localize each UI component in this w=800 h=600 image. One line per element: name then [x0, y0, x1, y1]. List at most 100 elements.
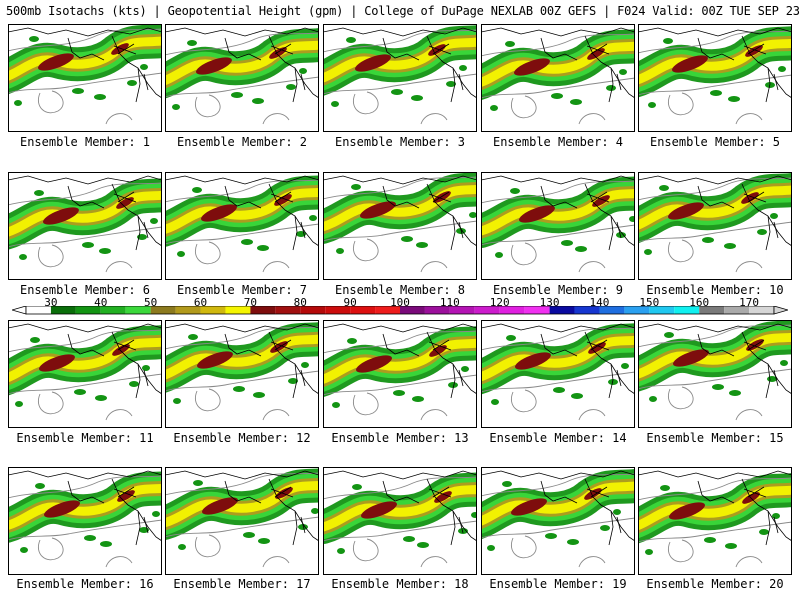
isotach-map — [165, 467, 319, 575]
coastline — [450, 67, 464, 103]
height-contour — [578, 409, 606, 421]
height-contour — [8, 329, 162, 353]
coastlines — [165, 470, 319, 546]
border-line — [743, 486, 767, 498]
legend-bin — [50, 306, 76, 314]
isotach-patch — [152, 511, 160, 517]
height-contour — [638, 368, 792, 390]
panel-border — [8, 320, 162, 428]
isotach-patch — [82, 242, 94, 248]
legend-bin — [100, 306, 126, 314]
isotach-patch — [403, 536, 415, 542]
isotach-patch — [20, 547, 28, 553]
isotach-patch — [74, 389, 86, 395]
height-contours — [638, 324, 792, 421]
jet-stream — [8, 325, 162, 407]
isotach-map — [8, 172, 162, 280]
panel-caption: Ensemble Member: 19 — [489, 577, 627, 591]
coastline — [292, 363, 306, 399]
isotach-patch — [648, 102, 656, 108]
border-line — [224, 185, 262, 209]
legend-bin — [649, 306, 675, 314]
isotach-patch — [645, 549, 653, 555]
panel-border — [638, 320, 792, 428]
height-contour — [481, 180, 635, 204]
height-contours — [165, 32, 319, 125]
jet-core — [197, 351, 233, 369]
page-title: 500mb Isotachs (kts) | Geopotential Heig… — [6, 4, 800, 18]
coastlines — [165, 323, 319, 399]
jet-core-east — [741, 192, 759, 204]
panel-caption: Ensemble Member: 9 — [492, 283, 624, 297]
jet-core-east — [112, 344, 130, 356]
jet-core — [356, 355, 392, 373]
isotach-patch — [192, 187, 202, 193]
coastlines — [638, 323, 792, 399]
jet-core — [38, 53, 74, 71]
height-contour — [8, 28, 162, 52]
border-line — [113, 43, 137, 55]
legend-bin — [549, 306, 575, 314]
isotach-patch — [724, 243, 736, 249]
coastline — [450, 510, 464, 546]
isotach-patch — [571, 393, 583, 399]
border-line — [67, 333, 105, 357]
isotach-patch — [659, 185, 669, 191]
jet-stream — [638, 320, 792, 402]
jet-core-east — [275, 487, 293, 499]
border-line — [697, 185, 735, 209]
coastline — [323, 470, 477, 480]
coastline — [165, 323, 319, 333]
border-line — [428, 339, 452, 351]
height-contour — [105, 556, 133, 568]
panel-caption: Ensemble Member: 17 — [173, 577, 311, 591]
isotach-60-band — [638, 485, 792, 531]
height-contours — [481, 473, 635, 568]
isotach-map — [8, 320, 162, 428]
border-line — [586, 191, 610, 203]
panel-border — [323, 320, 477, 428]
coastline — [638, 470, 792, 480]
isotach-patch — [621, 363, 629, 369]
coastline — [8, 470, 162, 480]
isotach-patch — [298, 524, 308, 530]
isotach-60-band — [481, 41, 635, 88]
height-contour — [8, 519, 162, 541]
isotach-patch — [553, 387, 565, 393]
legend-bin — [400, 306, 425, 314]
height-contour — [353, 238, 379, 262]
isotach-60-band — [165, 481, 319, 528]
panel-caption: Ensemble Member: 20 — [646, 577, 784, 591]
height-contour — [8, 373, 162, 395]
coastline — [481, 323, 635, 333]
height-contour — [638, 521, 792, 543]
legend-bin — [624, 306, 650, 314]
height-contour — [323, 220, 477, 242]
coastlines — [165, 175, 319, 251]
isotach-patch — [490, 105, 498, 111]
isotach-patch — [332, 402, 340, 408]
jet-stream — [323, 25, 477, 107]
coastline — [608, 510, 622, 546]
height-contour — [38, 90, 64, 114]
jet-stream — [165, 175, 319, 257]
height-contours — [8, 329, 162, 421]
isotach-patch — [140, 64, 148, 70]
jet-core-east — [592, 195, 610, 207]
ensemble-panel — [323, 467, 477, 575]
jet-core — [43, 207, 79, 225]
coastlines — [165, 27, 319, 103]
isotach-patch — [99, 248, 111, 254]
legend-bin — [175, 306, 201, 314]
ensemble-panel — [165, 24, 319, 132]
isotach-patch — [391, 89, 403, 95]
panel-caption: Ensemble Member: 8 — [334, 283, 466, 297]
legend-bin — [275, 306, 301, 314]
height-contour — [735, 113, 763, 125]
height-contour — [668, 92, 694, 116]
isotach-patch — [288, 378, 298, 384]
isotach-map — [165, 320, 319, 428]
jet-stream — [481, 469, 635, 551]
isotach-patch — [411, 95, 423, 101]
jet-core-east — [434, 491, 452, 503]
